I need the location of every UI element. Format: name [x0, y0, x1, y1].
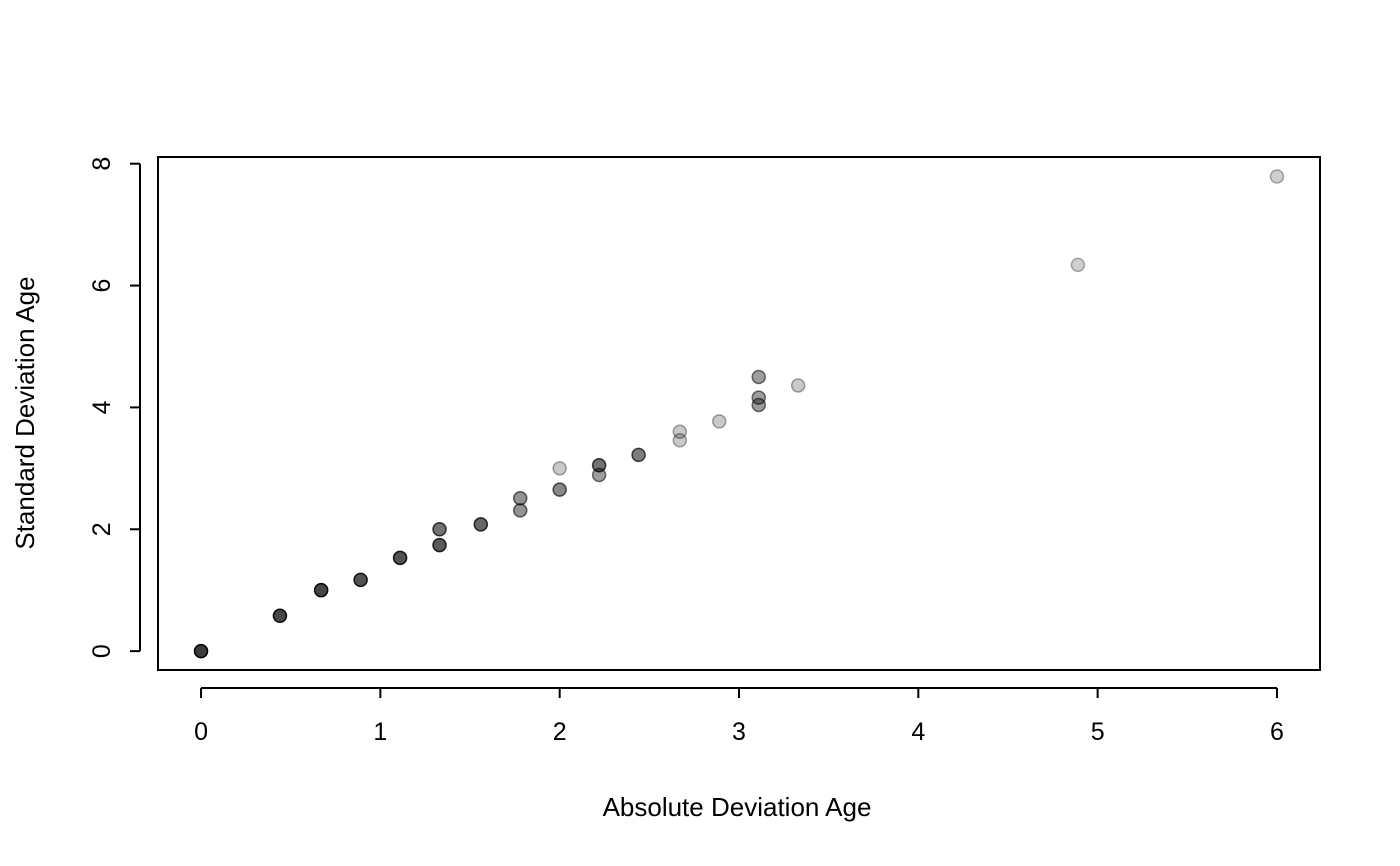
data-point: [193, 643, 209, 659]
data-point: [272, 608, 288, 624]
data-point: [552, 482, 567, 497]
data-point: [392, 550, 408, 566]
data-point: [591, 458, 607, 473]
data-point: [552, 461, 567, 476]
data-point: [790, 378, 806, 393]
data-point: [432, 522, 447, 537]
plot-area: [157, 156, 1321, 671]
data-point: [512, 490, 528, 506]
x-tick-label: 0: [194, 718, 208, 746]
data-point: [672, 424, 688, 440]
data-point: [751, 397, 766, 413]
data-point: [1269, 169, 1285, 184]
data-point: [432, 537, 447, 553]
y-tick-label: 6: [88, 279, 116, 293]
data-point: [712, 414, 727, 429]
y-tick-label: 8: [88, 157, 116, 171]
y-axis-title: Standard Deviation Age: [10, 276, 40, 549]
y-tick-label: 4: [88, 400, 116, 414]
x-tick-label: 3: [732, 718, 746, 746]
y-tick-label: 0: [88, 644, 116, 658]
data-point: [751, 390, 766, 405]
data-point: [473, 517, 489, 532]
x-axis-title: Absolute Deviation Age: [603, 792, 872, 822]
x-axis: 0 1 2 3 4 5 6: [194, 687, 1284, 746]
y-tick-label: 2: [88, 522, 116, 536]
data-point: [353, 572, 368, 588]
y-axis: 0 2 4 6 8: [88, 157, 141, 658]
data-points: [193, 169, 1285, 659]
data-point: [1070, 257, 1086, 273]
data-point: [313, 582, 329, 598]
data-point: [672, 433, 688, 448]
x-tick-label: 6: [1270, 718, 1284, 746]
x-tick-label: 4: [911, 718, 925, 746]
x-tick-label: 5: [1091, 718, 1105, 746]
x-tick-label: 2: [553, 718, 567, 746]
x-tick-label: 1: [373, 718, 387, 746]
data-point: [512, 503, 528, 518]
data-point: [631, 447, 646, 463]
data-point: [751, 369, 766, 385]
